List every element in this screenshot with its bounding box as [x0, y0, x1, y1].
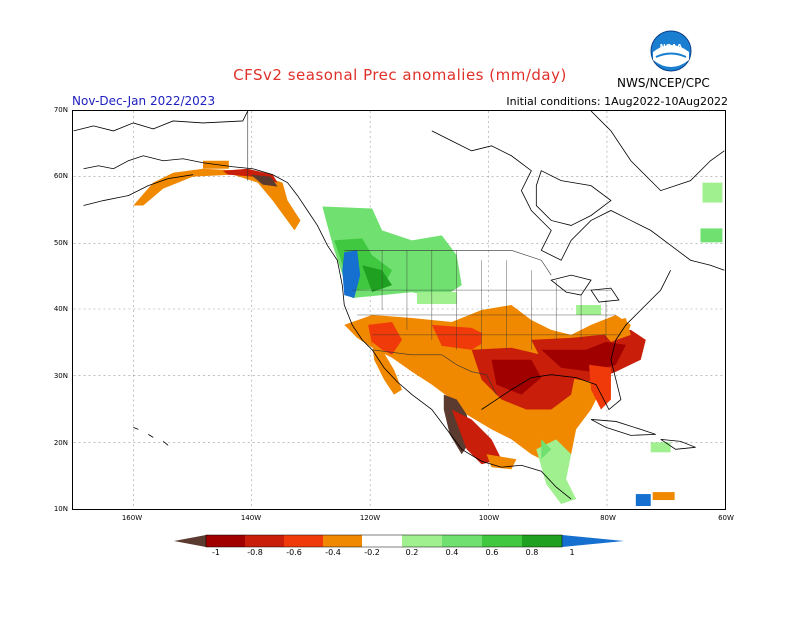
washington-coast-wet: [342, 250, 361, 299]
lat-label: 30N: [53, 372, 68, 380]
legend-label: 1: [569, 548, 575, 557]
alaska-coast-dry: [133, 168, 301, 231]
legend-label: -0.4: [325, 548, 341, 557]
caribbean-wet: [536, 439, 577, 505]
legend-arrow-high: [562, 535, 624, 547]
coastlines: [73, 111, 725, 500]
legend-label: -0.2: [364, 548, 380, 557]
lon-label: 80W: [600, 514, 616, 522]
lat-label: 20N: [53, 439, 68, 447]
legend-label: 0.6: [485, 548, 499, 557]
lat-label: 60N: [53, 172, 68, 180]
legend-label: -0.8: [247, 548, 263, 557]
anomaly-map: [72, 110, 726, 510]
legend-label: 0.4: [445, 548, 459, 557]
legend-swatch: [245, 535, 284, 547]
lat-label: 70N: [53, 106, 68, 114]
svg-text:NOAA: NOAA: [660, 43, 683, 51]
legend-label: -0.6: [286, 548, 302, 557]
lat-label: 40N: [53, 305, 68, 313]
map-title: CFSv2 seasonal Prec anomalies (mm/day): [233, 66, 567, 84]
lon-label: 60W: [718, 514, 734, 522]
legend-swatch: [482, 535, 522, 547]
legend-swatch: [362, 535, 402, 547]
legend-swatch: [402, 535, 442, 547]
legend-label: -1: [212, 548, 220, 557]
legend-swatch: [284, 535, 323, 547]
legend-swatch: [442, 535, 482, 547]
legend-arrow-low: [174, 535, 206, 547]
lon-label: 120W: [359, 514, 381, 522]
lon-label: 160W: [121, 514, 143, 522]
legend-swatch: [206, 535, 245, 547]
lon-label: 100W: [478, 514, 500, 522]
legend-swatch: [522, 535, 562, 547]
graticule: [73, 111, 725, 509]
anomaly-shading: [133, 160, 723, 507]
agency-label: NWS/NCEP/CPC: [617, 76, 710, 90]
color-legend: [174, 534, 624, 548]
forecast-period: Nov-Dec-Jan 2022/2023: [72, 94, 216, 108]
legend-swatch: [323, 535, 362, 547]
legend-label: 0.2: [405, 548, 419, 557]
lat-label: 50N: [53, 239, 68, 247]
lon-label: 140W: [240, 514, 262, 522]
legend-label: 0.8: [525, 548, 539, 557]
initial-conditions: Initial conditions: 1Aug2022-10Aug2022: [506, 95, 728, 108]
lat-label: 10N: [53, 505, 68, 513]
